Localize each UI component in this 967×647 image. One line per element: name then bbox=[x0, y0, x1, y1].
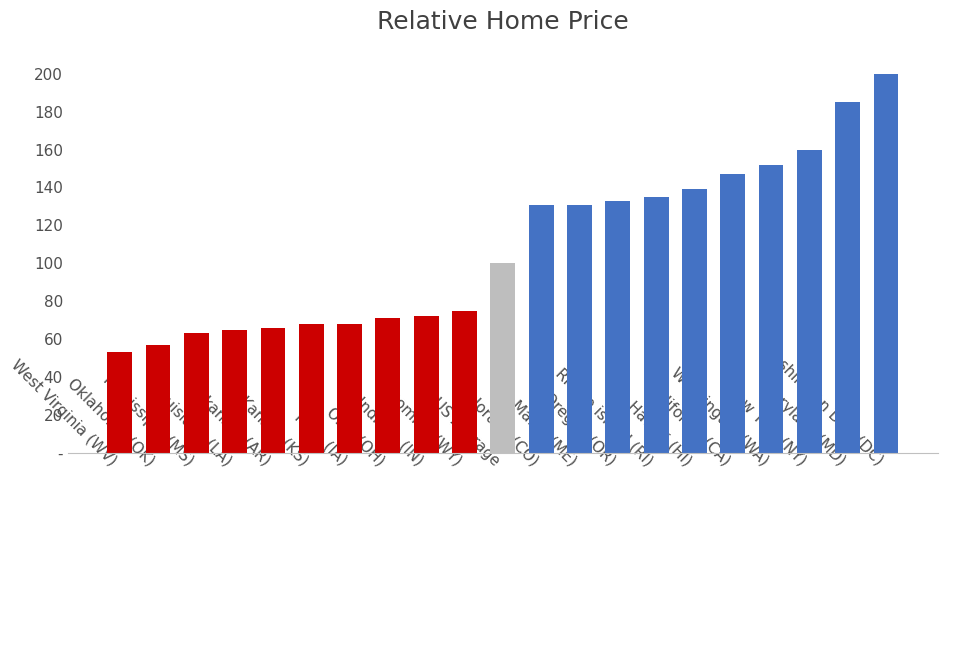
Bar bbox=[260, 328, 285, 453]
Bar bbox=[490, 263, 515, 453]
Bar bbox=[758, 165, 783, 453]
Bar bbox=[797, 149, 822, 453]
Bar bbox=[529, 204, 553, 453]
Bar bbox=[375, 318, 400, 453]
Bar bbox=[453, 311, 477, 453]
Bar bbox=[337, 324, 362, 453]
Bar bbox=[720, 174, 746, 453]
Bar bbox=[835, 102, 860, 453]
Bar bbox=[605, 201, 630, 453]
Bar bbox=[644, 197, 668, 453]
Bar bbox=[299, 324, 324, 453]
Bar bbox=[107, 353, 132, 453]
Bar bbox=[184, 333, 209, 453]
Title: Relative Home Price: Relative Home Price bbox=[377, 10, 629, 34]
Bar bbox=[682, 190, 707, 453]
Bar bbox=[414, 316, 439, 453]
Bar bbox=[222, 330, 248, 453]
Bar bbox=[873, 74, 898, 453]
Bar bbox=[146, 345, 170, 453]
Bar bbox=[567, 204, 592, 453]
